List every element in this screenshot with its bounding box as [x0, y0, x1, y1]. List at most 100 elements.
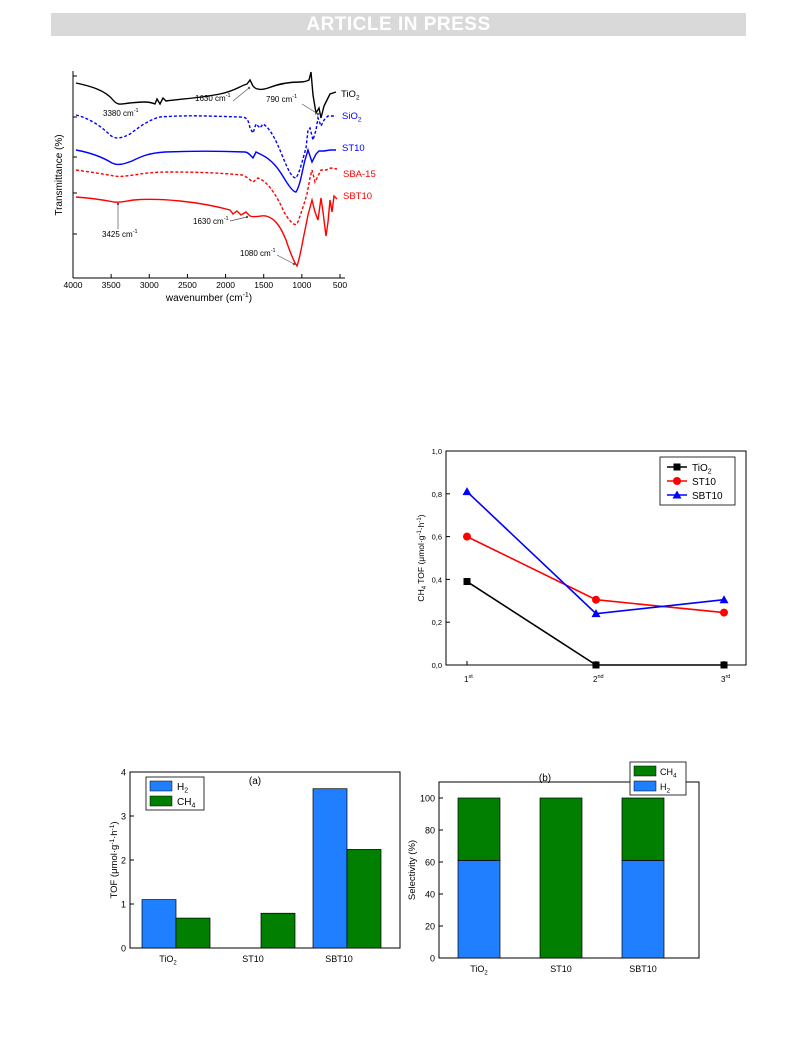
ftir-series-label: SBA-15 — [343, 169, 376, 180]
ch4-x-tick-label: 3rd — [721, 674, 730, 684]
bar-a-y-tick-label: 1 — [121, 900, 126, 910]
ch4-data-point — [719, 595, 729, 604]
bar-b-legend-label: CH4 — [660, 767, 677, 780]
article-in-press-banner: ARTICLE IN PRESS — [51, 13, 746, 36]
ftir-annotation-arrowhead — [247, 86, 251, 90]
ftir-peak-annotation: 1080 cm-1 — [240, 248, 276, 258]
ch4-data-point — [720, 608, 728, 617]
ftir-x-tick-label: 500 — [333, 280, 347, 290]
bar-a-legend-swatch — [149, 780, 173, 792]
bar-b-y-tick-label: 100 — [420, 794, 435, 804]
bar-b-stack-segment — [457, 797, 501, 861]
bar-b-legend-label: H2 — [660, 782, 671, 795]
ftir-series-sbt10 — [75, 194, 338, 268]
bar-a-bar — [175, 917, 211, 949]
ftir-x-tick-label: 1500 — [254, 280, 273, 290]
ch4-y-tick-label: 0,2 — [432, 618, 442, 627]
bar-b-y-tick-label: 0 — [430, 954, 435, 964]
ftir-peak-annotation: 790 cm-1 — [266, 94, 297, 104]
bar-b-legend-swatch — [633, 765, 657, 777]
ftir-series-label: SBT10 — [343, 191, 372, 202]
bar-a-bar — [141, 899, 177, 949]
ftir-y-axis-label: Transmittance (%) — [54, 134, 65, 215]
ftir-peak-annotation: 3425 cm-1 — [102, 229, 138, 239]
ftir-peak-annotation: 1630 cm-1 — [195, 93, 231, 103]
ch4-y-axis-label: CH4 TOF (μmol·g-1·h-1) — [416, 514, 428, 601]
bar-b-legend-swatch — [633, 780, 657, 792]
bar-a-x-tick-label: ST10 — [242, 954, 264, 964]
ftir-series-st10 — [75, 147, 336, 193]
bar-a-panel-label: (a) — [249, 776, 261, 787]
ch4-data-point — [591, 609, 601, 618]
ftir-peak-annotation: 1630 cm-1 — [193, 216, 229, 226]
bar-a-bar — [346, 849, 382, 949]
bar-b-stack-segment — [539, 797, 583, 959]
bar-a-y-axis-label: TOF (μmol·g-1·h-1) — [109, 821, 120, 898]
ch4-data-point — [720, 661, 728, 669]
bar-b-x-tick-label: ST10 — [550, 964, 572, 974]
ftir-x-tick-label: 4000 — [64, 280, 83, 290]
bar-b-y-tick-label: 80 — [425, 826, 435, 836]
ftir-peak-annotation: 3380 cm-1 — [103, 108, 139, 118]
ch4-data-point — [463, 532, 471, 541]
bar-b-stack-segment — [457, 860, 501, 959]
ch4-data-point — [592, 661, 600, 669]
bar-a-legend-label: H2 — [177, 782, 188, 795]
bar-a-y-tick-label: 0 — [121, 944, 126, 954]
bar-b-y-tick-label: 20 — [425, 922, 435, 932]
ftir-annotation-arrowhead — [245, 215, 249, 219]
ch4-y-tick-label: 0,6 — [432, 533, 442, 542]
bar-a-bar — [260, 912, 296, 949]
ch4-y-tick-label: 0,4 — [432, 575, 442, 584]
ftir-series-label: SiO2 — [342, 111, 362, 124]
bar-a-x-tick-label: TiO2 — [159, 954, 177, 967]
bar-a-y-tick-label: 4 — [121, 768, 126, 778]
ftir-x-tick-label: 3500 — [102, 280, 121, 290]
ftir-x-tick-label: 3000 — [140, 280, 159, 290]
bar-b-x-tick-label: TiO2 — [470, 964, 488, 977]
ftir-x-tick-label: 2000 — [216, 280, 235, 290]
ch4-x-tick-label: 2nd — [593, 674, 604, 684]
ftir-series-tio2 — [75, 71, 337, 119]
bar-b-y-tick-label: 60 — [425, 858, 435, 868]
ch4-legend-label: TiO2 — [692, 463, 712, 476]
bar-b-panel-label: (b) — [539, 773, 551, 784]
bar-b-stack-segment — [621, 860, 665, 959]
ftir-axes — [72, 71, 345, 279]
ch4-data-point — [592, 595, 600, 604]
ftir-x-tick-label: 2500 — [178, 280, 197, 290]
ftir-annotation-arrowhead — [292, 262, 296, 266]
ch4-legend-label: SBT10 — [692, 491, 723, 502]
ftir-annotation-arrowhead — [316, 112, 320, 116]
ftir-annotation-arrowhead — [116, 202, 120, 206]
ch4-y-tick-label: 0,0 — [432, 661, 442, 670]
bar-b-x-tick-label: SBT10 — [629, 964, 657, 974]
ftir-annotation-arrow — [276, 254, 295, 265]
ftir-annotation-arrow — [229, 216, 248, 222]
ch4-data-point — [462, 487, 472, 496]
bar-a-legend-label: CH4 — [177, 797, 195, 810]
bar-b-y-tick-label: 40 — [425, 890, 435, 900]
bar-b-stack-segment — [621, 797, 665, 861]
bar-a-bar — [312, 788, 348, 949]
bar-a-y-tick-label: 2 — [121, 856, 126, 866]
bar-a-x-tick-label: SBT10 — [325, 954, 353, 964]
ftir-annotation-arrow — [232, 87, 250, 102]
ftir-series-label: ST10 — [342, 143, 365, 154]
bar-a-y-tick-label: 3 — [121, 812, 126, 822]
bar-b-y-axis-label: Selectivity (%) — [407, 840, 418, 900]
ftir-series-sba15 — [75, 167, 338, 226]
bar-a-legend-swatch — [149, 795, 173, 807]
ch4-y-tick-label: 1,0 — [432, 447, 442, 456]
ch4-x-tick-label: 1st — [464, 674, 473, 684]
ftir-series-sio2 — [75, 114, 336, 179]
ftir-x-tick-label: 1000 — [292, 280, 311, 290]
ch4-legend-marker — [672, 490, 682, 499]
ftir-annotation-arrow — [301, 103, 319, 115]
ch4-legend-label: ST10 — [692, 477, 716, 488]
ch4-data-point — [463, 578, 471, 586]
